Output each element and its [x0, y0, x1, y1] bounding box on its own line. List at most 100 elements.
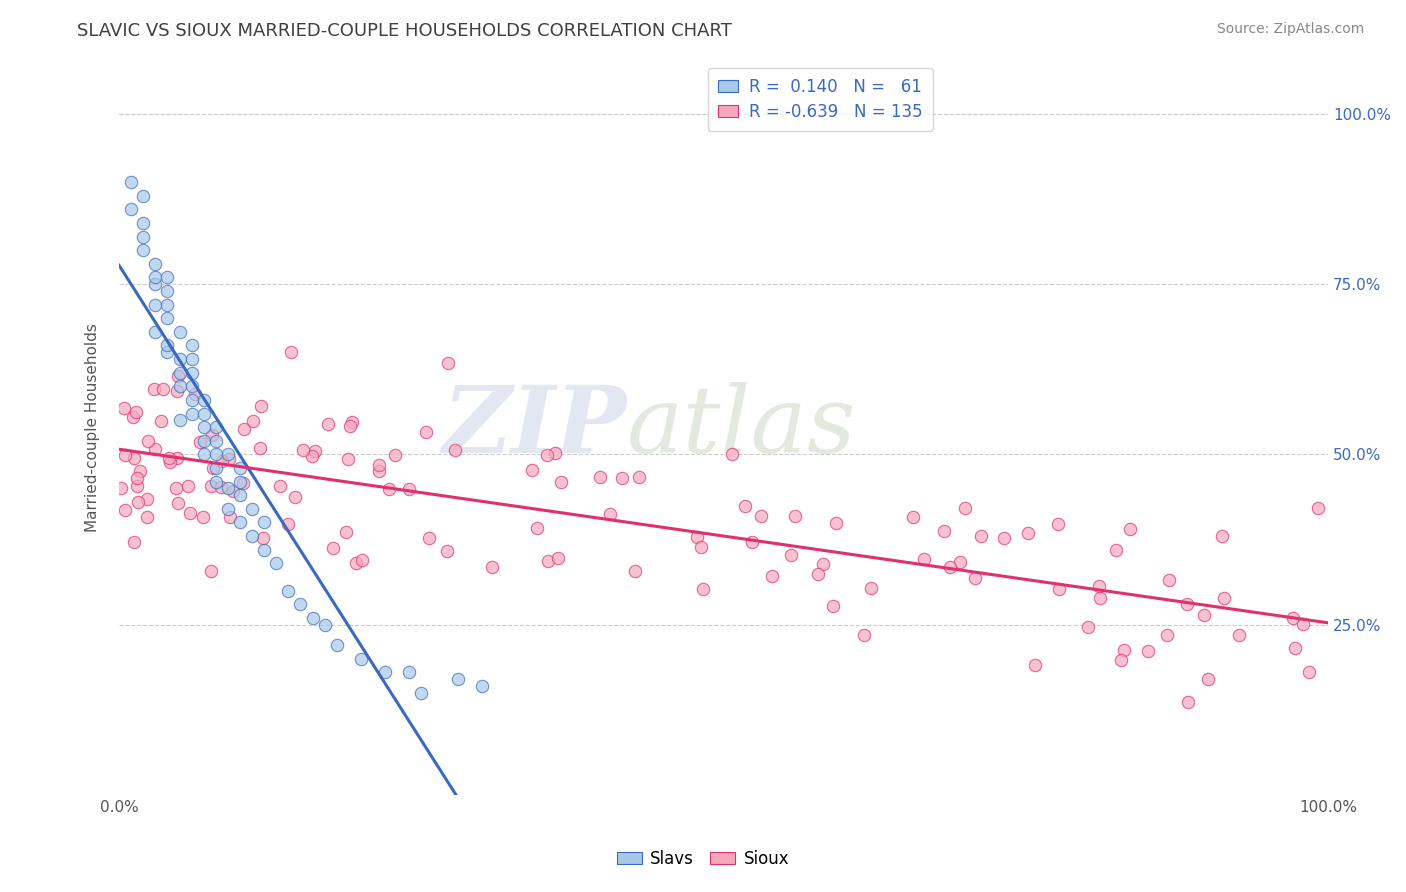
Point	[1017, 526, 1039, 541]
Point	[436, 544, 458, 558]
Point	[993, 531, 1015, 545]
Point	[1306, 500, 1329, 515]
Point	[229, 475, 252, 489]
Point	[627, 470, 650, 484]
Point	[219, 510, 242, 524]
Point	[166, 384, 188, 399]
Point	[136, 492, 159, 507]
Point	[291, 442, 314, 457]
Point	[201, 461, 224, 475]
Point	[1109, 653, 1132, 667]
Legend: Slavs, Sioux: Slavs, Sioux	[610, 844, 796, 875]
Point	[229, 488, 252, 502]
Point	[322, 541, 344, 555]
Point	[180, 392, 202, 407]
Point	[193, 447, 215, 461]
Point	[204, 461, 226, 475]
Point	[367, 464, 389, 478]
Point	[526, 521, 548, 535]
Point	[264, 556, 287, 570]
Point	[193, 420, 215, 434]
Point	[932, 524, 955, 538]
Point	[1090, 591, 1112, 605]
Point	[352, 553, 374, 567]
Point	[159, 455, 181, 469]
Point	[217, 482, 239, 496]
Point	[336, 452, 359, 467]
Point	[384, 449, 406, 463]
Point	[132, 188, 155, 202]
Point	[1175, 597, 1198, 611]
Point	[167, 495, 190, 509]
Point	[939, 560, 962, 574]
Point	[536, 554, 558, 568]
Point	[250, 399, 273, 413]
Point	[481, 559, 503, 574]
Point	[290, 597, 312, 611]
Point	[1292, 616, 1315, 631]
Point	[112, 401, 135, 415]
Point	[624, 564, 647, 578]
Point	[120, 175, 142, 189]
Point	[446, 672, 468, 686]
Point	[252, 531, 274, 545]
Point	[229, 516, 252, 530]
Point	[201, 428, 224, 442]
Point	[346, 556, 368, 570]
Point	[912, 552, 935, 566]
Point	[536, 448, 558, 462]
Point	[166, 450, 188, 465]
Point	[949, 555, 972, 569]
Point	[1137, 643, 1160, 657]
Point	[550, 475, 572, 489]
Point	[1194, 608, 1216, 623]
Point	[169, 366, 191, 380]
Point	[367, 458, 389, 472]
Point	[588, 469, 610, 483]
Point	[156, 345, 179, 359]
Point	[314, 617, 336, 632]
Point	[188, 434, 211, 449]
Point	[200, 564, 222, 578]
Point	[436, 356, 458, 370]
Point	[122, 535, 145, 549]
Point	[398, 665, 420, 680]
Point	[249, 441, 271, 455]
Point	[156, 284, 179, 298]
Point	[242, 414, 264, 428]
Point	[114, 448, 136, 462]
Point	[374, 665, 396, 680]
Point	[193, 392, 215, 407]
Point	[824, 516, 846, 530]
Point	[184, 387, 207, 401]
Point	[169, 379, 191, 393]
Point	[741, 535, 763, 549]
Point	[193, 434, 215, 448]
Point	[120, 202, 142, 217]
Point	[821, 599, 844, 613]
Point	[970, 529, 993, 543]
Point	[200, 479, 222, 493]
Point	[339, 419, 361, 434]
Point	[157, 450, 180, 465]
Point	[179, 506, 201, 520]
Point	[547, 551, 569, 566]
Point	[240, 529, 263, 543]
Point	[180, 366, 202, 380]
Point	[1119, 522, 1142, 536]
Point	[807, 567, 830, 582]
Point	[180, 338, 202, 352]
Point	[229, 461, 252, 475]
Point	[277, 517, 299, 532]
Point	[1156, 628, 1178, 642]
Point	[143, 325, 166, 339]
Point	[1284, 640, 1306, 655]
Point	[1157, 573, 1180, 587]
Point	[761, 569, 783, 583]
Point	[335, 524, 357, 539]
Point	[1088, 579, 1111, 593]
Point	[686, 530, 709, 544]
Point	[471, 679, 494, 693]
Point	[813, 557, 835, 571]
Point	[132, 216, 155, 230]
